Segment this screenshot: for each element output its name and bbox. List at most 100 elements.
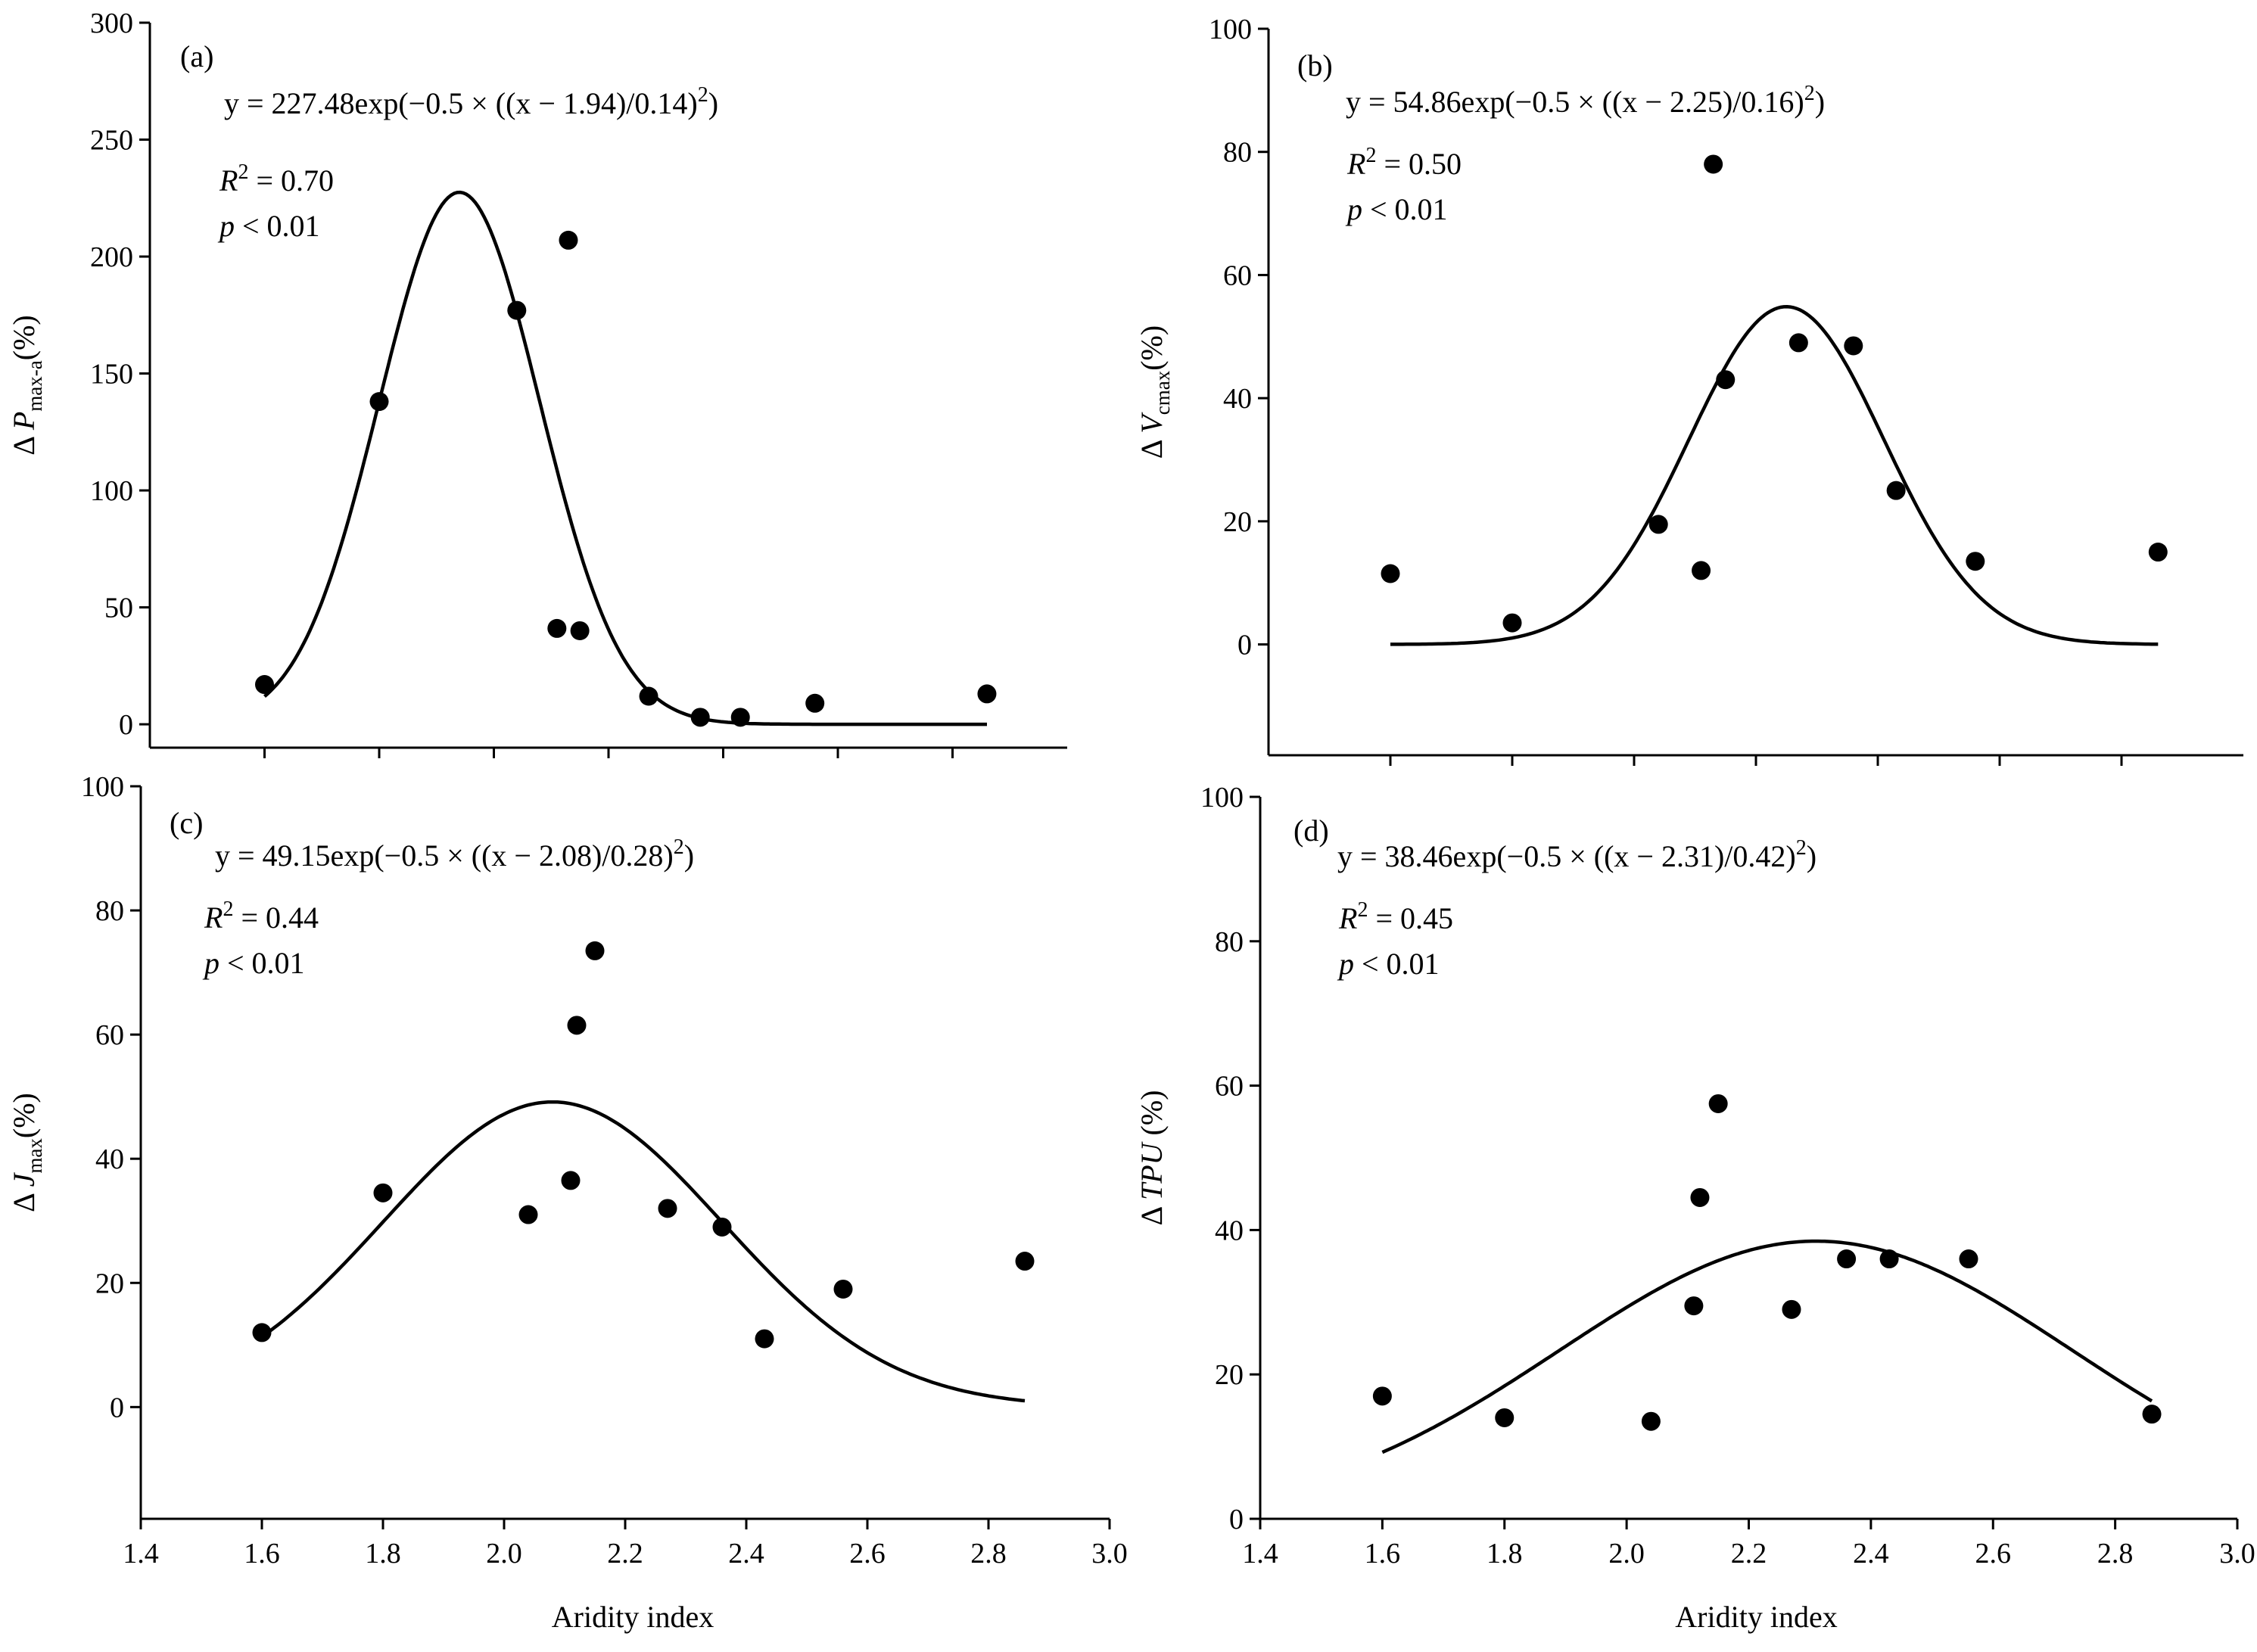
panel-a-data-point	[977, 684, 997, 704]
panel-d-r-symbol: R	[1338, 901, 1357, 935]
panel-d-y-tick-label: 0	[1229, 1504, 1244, 1535]
panel-d-data-point	[1495, 1408, 1515, 1427]
panel-d-equation-exponent: 2	[1796, 836, 1807, 860]
panel-d-r-exponent: 2	[1357, 898, 1368, 922]
panel-a-r-exponent: 2	[238, 160, 248, 184]
panel-d-data-point	[1641, 1411, 1661, 1431]
panel-c-x-axis-label: Aridity index	[552, 1600, 714, 1634]
panel-b-data-point	[1704, 154, 1723, 174]
panel-c-r-value: = 0.44	[233, 901, 319, 935]
panel-c-r-squared: R2 = 0.44	[204, 898, 319, 935]
panel-b-y-label-unit: (%)	[1135, 325, 1169, 371]
panel-d-x-tick-label: 2.4	[1853, 1538, 1889, 1570]
panel-c-x-tick-label: 2.6	[849, 1538, 886, 1570]
panel-b-data-point	[1692, 561, 1711, 580]
panel-a-p-text: < 0.01	[235, 209, 320, 243]
panel-c-equation-close: )	[684, 838, 694, 873]
panel-b-r-squared: R2 = 0.50	[1346, 144, 1462, 181]
panel-b-y-tick-label: 0	[1237, 630, 1252, 661]
panel-a-p-value: p < 0.01	[217, 209, 320, 243]
panel-b-equation: y = 54.86exp(−0.5 × ((x − 2.25)/0.16)2)	[1346, 82, 1825, 119]
panel-d-p-value: p < 0.01	[1337, 947, 1440, 981]
panel-b-label: (b)	[1297, 48, 1333, 82]
panel-a-data-point	[255, 675, 274, 695]
panel-a-y-tick-label: 0	[119, 709, 133, 741]
panel-c-equation-body: y = 49.15exp(−0.5 × ((x − 2.08)/0.28)	[215, 838, 674, 873]
panel-c-data-point	[252, 1323, 272, 1342]
panel-a-y-label-subscript: max-a	[23, 360, 46, 411]
panel-c-y-tick-label: 100	[81, 771, 124, 803]
panel-b-r-value: = 0.50	[1376, 147, 1462, 181]
panel-d-y-tick-label: 80	[1215, 926, 1244, 958]
panel-d-x-tick-label: 1.8	[1487, 1538, 1523, 1570]
panel-b-r-exponent: 2	[1365, 144, 1376, 167]
panel-a-y-axis-label: Δ Pmax-a(%)	[7, 315, 46, 455]
panel-d-y-axis-label: Δ TPU (%)	[1135, 1090, 1169, 1225]
panel-b-y-axis-label: Δ Vcmax(%)	[1135, 325, 1174, 459]
panel-c-y-tick-label: 0	[110, 1392, 124, 1423]
panel-a-data-point	[730, 708, 750, 727]
panel-d-r-squared: R2 = 0.45	[1338, 898, 1453, 935]
panel-a-r-value: = 0.70	[248, 163, 334, 198]
panel-d-data-point	[1959, 1249, 1978, 1269]
panel-a-r-symbol: R	[219, 163, 238, 198]
panel-d-p-text: < 0.01	[1354, 947, 1440, 981]
panel-b-data-point	[1886, 481, 1906, 500]
panel-c-x-tick-label: 2.4	[728, 1538, 764, 1570]
panel-b-y-tick-label: 100	[1209, 14, 1252, 45]
panel-b-data-point	[1716, 370, 1736, 390]
panel-a-p-symbol: p	[217, 209, 235, 243]
panel-c-y-label-delta: Δ	[7, 1187, 41, 1212]
panel-d-y-tick-label: 100	[1200, 782, 1244, 814]
panel-b-equation-body: y = 54.86exp(−0.5 × ((x − 2.25)/0.16)	[1346, 85, 1804, 119]
panel-a-y-tick-label: 200	[90, 241, 133, 273]
panel-d-x-tick-label: 2.6	[1975, 1538, 2012, 1570]
panel-a-equation-exponent: 2	[698, 83, 708, 107]
panel-d-fit-curve	[1381, 1239, 2153, 1454]
panel-c-data-point	[518, 1205, 538, 1224]
panel-c-data-point	[373, 1183, 393, 1202]
panel-a-data-point	[559, 230, 578, 250]
panel-c-data-point	[755, 1329, 774, 1349]
panel-c-x-tick-label: 2.0	[486, 1538, 522, 1570]
panel-a-data-point	[547, 618, 567, 638]
panel-c-data-point	[585, 941, 605, 960]
panel-d-r-value: = 0.45	[1368, 901, 1453, 935]
panel-c-x-tick-label: 1.8	[365, 1538, 401, 1570]
panel-b-p-symbol: p	[1345, 192, 1362, 226]
panel-c-p-value: p < 0.01	[202, 946, 305, 980]
panel-c-y-tick-label: 40	[95, 1143, 124, 1175]
panel-d-y-tick-label: 40	[1215, 1215, 1244, 1246]
panel-d-x-tick-label: 2.8	[2097, 1538, 2134, 1570]
panel-b-p-text: < 0.01	[1362, 192, 1448, 226]
panel-b-y-label-subscript: cmax	[1151, 370, 1174, 415]
panel-c-y-label-unit: (%)	[7, 1093, 41, 1138]
panel-a-y-tick-label: 300	[90, 8, 133, 39]
panel-a-r-squared: R2 = 0.70	[219, 160, 334, 198]
panel-c-data-point	[561, 1171, 581, 1190]
panel-c-data-point	[833, 1279, 853, 1299]
panel-c-data-point	[1015, 1252, 1035, 1271]
panel-b-p-value: p < 0.01	[1345, 192, 1448, 226]
panel-c-x-tick-label: 3.0	[1091, 1538, 1128, 1570]
panel-d-y-label-unit: (%)	[1135, 1090, 1169, 1143]
panel-d-x-axis-label: Aridity index	[1675, 1600, 1837, 1634]
panel-b-equation-close: )	[1815, 85, 1825, 119]
panel-c-p-symbol: p	[202, 946, 219, 980]
panel-a-data-point	[369, 392, 389, 412]
panel-b-r-symbol: R	[1346, 147, 1365, 181]
panel-a-y-label-delta: Δ	[7, 430, 41, 456]
panel-b-data-point	[2148, 543, 2168, 562]
panel-d-p-symbol: p	[1337, 947, 1354, 981]
panel-d: 0 20 40 60 80 100 1.4 1.6 1.8 2.0 2.2 2.4 2.6 2.8 3.0 (…	[1135, 782, 2255, 1634]
panel-c-data-point	[567, 1016, 587, 1035]
panel-d-data-point	[2142, 1405, 2162, 1424]
panel-a-data-point	[639, 686, 658, 706]
panel-d-data-point	[1708, 1094, 1728, 1113]
panel-d-y-tick-label: 20	[1215, 1359, 1244, 1391]
panel-a-y-tick-label: 100	[90, 475, 133, 507]
panel-b-y-label-delta: Δ	[1135, 434, 1169, 459]
panel-b-data-point	[1502, 613, 1522, 633]
panel-d-x-tick-label: 2.0	[1608, 1538, 1645, 1570]
panel-d-equation: y = 38.46exp(−0.5 × ((x − 2.31)/0.42)2)	[1337, 836, 1816, 873]
